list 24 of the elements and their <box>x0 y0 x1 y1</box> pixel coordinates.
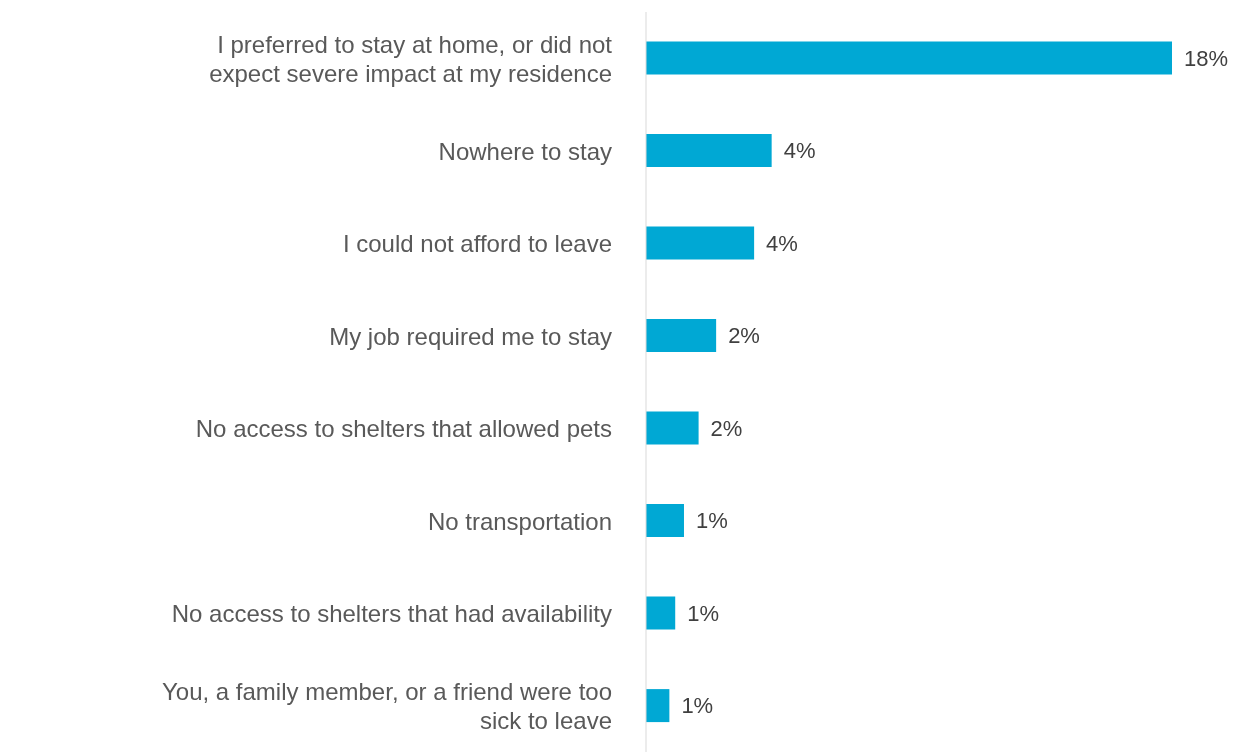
bar <box>646 411 699 445</box>
bar <box>646 41 1172 75</box>
data-label: 1% <box>681 693 714 719</box>
bar <box>646 226 755 260</box>
data-label: 1% <box>695 508 728 534</box>
bar <box>646 319 717 353</box>
y-tick-label: I preferred to stay at home, or did not expect severe impact at my residence <box>209 30 613 87</box>
data-label: 4% <box>766 230 798 256</box>
bar <box>646 504 684 538</box>
data-label: 18% <box>1184 45 1229 71</box>
data-label: 2% <box>710 415 743 441</box>
y-tick-label: No access to shelters that had availability <box>171 599 612 627</box>
data-label: 1% <box>687 600 720 626</box>
bar <box>646 134 772 168</box>
y-tick-label: No transportation <box>427 507 612 535</box>
y-tick-label: You, a family member, or a friend were too sick to leave <box>162 677 612 734</box>
y-tick-label: My job required me to stay <box>329 322 612 350</box>
data-label: 2% <box>728 323 760 349</box>
y-tick-label: I could not afford to leave <box>342 229 612 257</box>
bar <box>646 689 670 723</box>
y-tick-label: No access to shelters that allowed pets <box>195 414 612 442</box>
data-label: 4% <box>783 138 816 164</box>
bar <box>646 596 676 630</box>
y-tick-label: Nowhere to stay <box>438 137 612 165</box>
